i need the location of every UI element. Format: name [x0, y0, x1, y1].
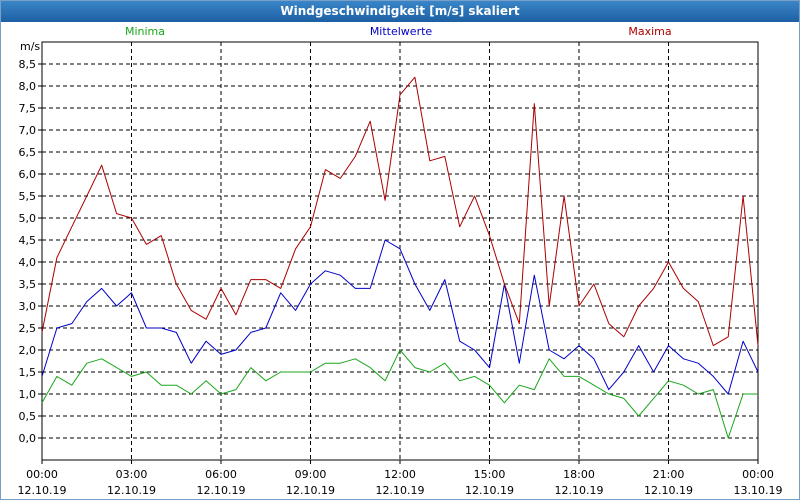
y-tick-label: 3,0 — [19, 300, 37, 313]
legend-maxima: Maxima — [628, 25, 671, 38]
y-tick-label: 8,5 — [19, 58, 37, 71]
x-tick-date-label: 12.10.19 — [286, 484, 335, 497]
x-tick-date-label: 12.10.19 — [465, 484, 514, 497]
y-tick-label: 4,5 — [19, 234, 37, 247]
series-line-maxima — [41, 76, 759, 347]
y-tick-label: 1,5 — [19, 366, 37, 379]
x-tick-time-label: 00:00 — [742, 468, 774, 481]
y-tick-label: 2,5 — [19, 322, 37, 335]
y-axis-label: m/s — [20, 40, 40, 53]
y-tick-label: 7,5 — [19, 102, 37, 115]
y-tick-label: 8,0 — [19, 80, 37, 93]
x-tick-date-label: 12.10.19 — [644, 484, 693, 497]
y-tick-label: 5,5 — [19, 190, 37, 203]
y-tick-label: 3,5 — [19, 278, 37, 291]
y-tick-label: 4,0 — [19, 256, 37, 269]
x-tick-date-label: 12.10.19 — [197, 484, 246, 497]
y-tick-label: 1,0 — [19, 388, 37, 401]
y-tick-label: 0,5 — [19, 410, 37, 423]
window-title: Windgeschwindigkeit [m/s] skaliert — [1, 1, 799, 22]
legend-mittelwerte: Mittelwerte — [370, 25, 433, 38]
x-tick-date-label: 12.10.19 — [555, 484, 604, 497]
series-line-mittelwerte — [41, 239, 759, 395]
x-tick-date-label: 12.10.19 — [107, 484, 156, 497]
y-tick-label: 5,0 — [19, 212, 37, 225]
y-tick-label: 6,0 — [19, 168, 37, 181]
legend-minima: Minima — [125, 25, 165, 38]
x-tick-time-label: 03:00 — [116, 468, 148, 481]
plot-area — [41, 41, 759, 461]
y-tick-label: 2,0 — [19, 344, 37, 357]
x-tick-date-label: 13.10.19 — [734, 484, 783, 497]
x-tick-time-label: 00:00 — [26, 468, 58, 481]
y-tick-label: 6,5 — [19, 146, 37, 159]
y-tick-label: 7,0 — [19, 124, 37, 137]
x-tick-date-label: 12.10.19 — [18, 484, 67, 497]
x-tick-time-label: 21:00 — [653, 468, 685, 481]
x-tick-time-label: 06:00 — [205, 468, 237, 481]
x-tick-date-label: 12.10.19 — [376, 484, 425, 497]
x-tick-time-label: 09:00 — [295, 468, 327, 481]
x-tick-time-label: 15:00 — [474, 468, 506, 481]
x-tick-time-label: 18:00 — [563, 468, 595, 481]
y-tick-label: 0,0 — [19, 432, 37, 445]
x-tick-time-label: 12:00 — [384, 468, 416, 481]
series-line-minima — [41, 349, 758, 439]
